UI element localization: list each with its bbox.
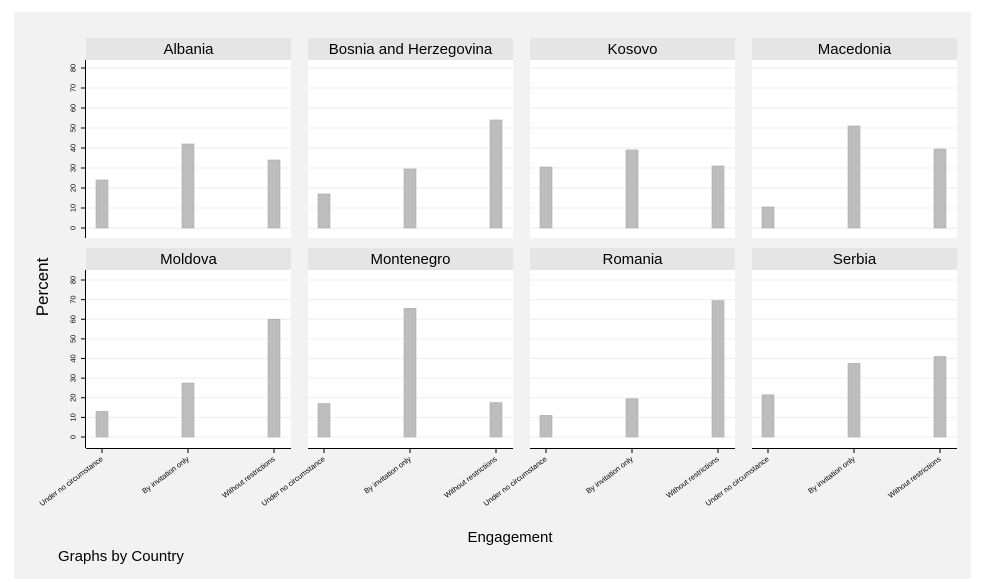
y-tick-label-albania-30: 30 <box>69 164 78 172</box>
panel-header-bosnia-and-herzegovina <box>308 38 513 60</box>
graph-note: Graphs by Country <box>58 548 184 565</box>
bar-moldova-by-invitation-only <box>181 382 195 438</box>
bar-macedonia-by-invitation-only <box>847 125 861 229</box>
panel-header-kosovo <box>530 38 735 60</box>
bar-moldova-without-restrictions <box>267 318 281 438</box>
panel-title-kosovo: Kosovo <box>607 41 657 58</box>
bar-montenegro-under-no-circumstance <box>317 403 331 438</box>
panel-header-serbia <box>752 248 957 270</box>
y-tick-label-albania-60: 60 <box>69 104 78 112</box>
bar-montenegro-without-restrictions <box>489 402 503 438</box>
panel-kosovo: Kosovo <box>530 38 735 238</box>
y-tick-label-moldova-80: 80 <box>69 276 78 284</box>
panel-title-albania: Albania <box>163 41 214 58</box>
panel-title-serbia: Serbia <box>833 251 877 268</box>
y-tick-label-moldova-70: 70 <box>69 295 78 303</box>
y-tick-label-moldova-20: 20 <box>69 394 78 402</box>
y-tick-label-albania-50: 50 <box>69 124 78 132</box>
bar-macedonia-without-restrictions <box>933 148 947 229</box>
y-tick-label-albania-0: 0 <box>69 226 78 230</box>
y-tick-label-moldova-50: 50 <box>69 335 78 343</box>
y-tick-label-albania-10: 10 <box>69 204 78 212</box>
panel-header-moldova <box>86 248 291 270</box>
panel-header-macedonia <box>752 38 957 60</box>
bar-serbia-under-no-circumstance <box>761 394 775 438</box>
bar-kosovo-without-restrictions <box>711 165 725 229</box>
bar-serbia-by-invitation-only <box>847 363 861 438</box>
panel-header-albania <box>86 38 291 60</box>
panel-title-moldova: Moldova <box>160 251 217 268</box>
panel-title-montenegro: Montenegro <box>370 251 450 268</box>
bar-bosnia-and-herzegovina-by-invitation-only <box>403 168 417 229</box>
y-axis-title: Percent <box>33 257 52 316</box>
bar-bosnia-and-herzegovina-under-no-circumstance <box>317 193 331 229</box>
bar-serbia-without-restrictions <box>933 356 947 438</box>
y-tick-label-albania-40: 40 <box>69 144 78 152</box>
panel-header-romania <box>530 248 735 270</box>
bar-macedonia-under-no-circumstance <box>761 206 775 229</box>
x-axis-title: Engagement <box>467 529 553 546</box>
y-tick-label-moldova-40: 40 <box>69 354 78 362</box>
panel-title-romania: Romania <box>602 251 663 268</box>
y-tick-label-albania-80: 80 <box>69 64 78 72</box>
panel-title-bosnia-and-herzegovina: Bosnia and Herzegovina <box>329 41 493 58</box>
bar-romania-under-no-circumstance <box>539 415 553 438</box>
bar-romania-without-restrictions <box>711 300 725 438</box>
panel-macedonia: Macedonia <box>752 38 957 238</box>
bar-bosnia-and-herzegovina-without-restrictions <box>489 119 503 229</box>
bar-albania-by-invitation-only <box>181 143 195 229</box>
panel-albania: Albania 0 10 20 30 40 50 60 70 80 <box>69 38 291 238</box>
y-tick-label-albania-20: 20 <box>69 184 78 192</box>
bar-kosovo-by-invitation-only <box>625 149 639 229</box>
y-tick-label-moldova-30: 30 <box>69 374 78 382</box>
y-tick-label-moldova-60: 60 <box>69 315 78 323</box>
y-tick-label-moldova-10: 10 <box>69 413 78 421</box>
y-tick-label-albania-70: 70 <box>69 84 78 92</box>
y-tick-label-moldova-0: 0 <box>69 435 78 439</box>
bar-romania-by-invitation-only <box>625 398 639 438</box>
panel-header-montenegro <box>308 248 513 270</box>
bar-albania-under-no-circumstance <box>95 179 109 229</box>
panel-bosnia-and-herzegovina: Bosnia and Herzegovina <box>308 38 513 238</box>
panel-title-macedonia: Macedonia <box>818 41 892 58</box>
bar-albania-without-restrictions <box>267 159 281 229</box>
bar-kosovo-under-no-circumstance <box>539 166 553 229</box>
bar-montenegro-by-invitation-only <box>403 308 417 438</box>
panels: Albania 0 10 20 30 40 50 60 70 80 Bosnia and Herze… <box>38 38 957 508</box>
bar-moldova-under-no-circumstance <box>95 411 109 438</box>
